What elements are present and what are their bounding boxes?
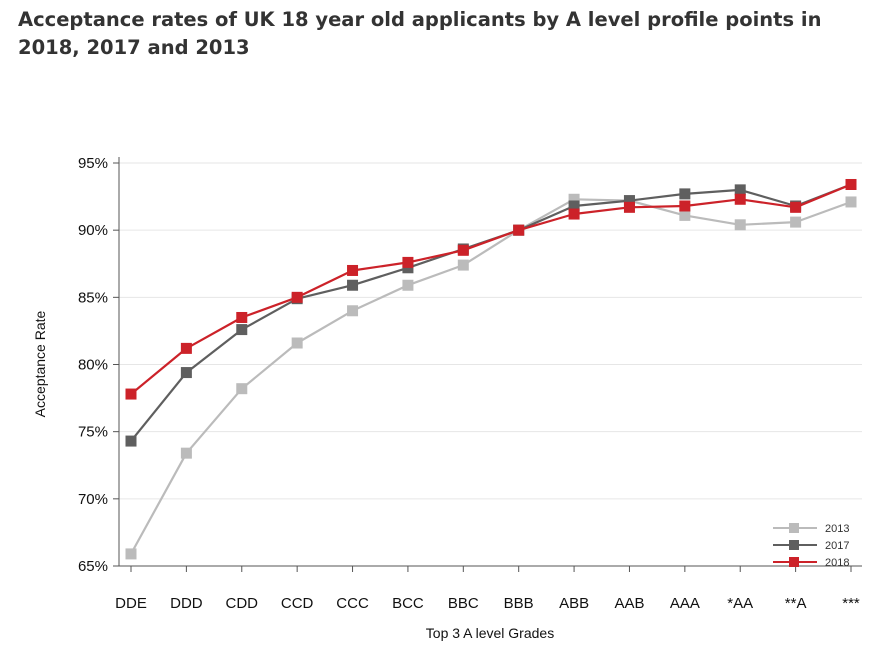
data-point-2018 xyxy=(236,311,248,323)
x-axis-label: Top 3 A level Grades xyxy=(426,625,554,641)
series-line-2018 xyxy=(130,183,852,395)
data-point-2018 xyxy=(568,208,580,220)
data-point-2017 xyxy=(180,367,192,379)
data-point-2013 xyxy=(734,219,746,231)
series-2013 xyxy=(125,193,857,560)
data-point-2013 xyxy=(402,279,414,291)
data-point-2013 xyxy=(790,216,802,228)
x-tick-label: DDD xyxy=(170,595,203,612)
series-line-2013 xyxy=(130,198,852,555)
y-tick-label: 95% xyxy=(78,155,108,172)
data-point-2018 xyxy=(513,224,525,236)
data-point-2017 xyxy=(236,324,248,336)
data-point-2018 xyxy=(734,193,746,205)
data-point-2013 xyxy=(236,383,248,395)
data-point-2018 xyxy=(623,201,635,213)
y-tick-label: 65% xyxy=(78,558,108,575)
x-tick-labels: DDE DDD CDD CCD CCC BCC BBC BBB ABB AAB AAA *AA **A *… xyxy=(115,595,860,612)
x-tick-label: AAA xyxy=(670,595,700,612)
x-tick-label: ABB xyxy=(559,595,589,612)
y-tick-label: 75% xyxy=(78,424,108,441)
legend-marker-2018 xyxy=(789,557,799,567)
x-tick-label: AAB xyxy=(614,595,644,612)
data-point-2013 xyxy=(180,447,192,459)
y-tick-labels: 65% 70% 75% 80% 85% 90% 95% xyxy=(78,155,108,575)
x-tick-label: DDE xyxy=(115,595,147,612)
y-tick-label: 90% xyxy=(78,222,108,239)
y-axis-label: Acceptance Rate xyxy=(32,310,48,417)
legend-label-2017: 2017 xyxy=(825,540,849,552)
data-point-2017 xyxy=(679,188,691,200)
data-point-2013 xyxy=(845,196,857,208)
data-point-2018 xyxy=(402,256,414,268)
legend: 2013 2017 2018 xyxy=(773,523,849,569)
data-point-2018 xyxy=(790,201,802,213)
grid-lines xyxy=(119,162,862,500)
data-point-2013 xyxy=(347,305,359,317)
x-tick-label: CCC xyxy=(336,595,369,612)
data-point-2018 xyxy=(457,244,469,256)
data-point-2018 xyxy=(125,388,137,400)
legend-marker-2017 xyxy=(789,540,799,550)
x-tick-label: BBC xyxy=(448,595,479,612)
data-point-2017 xyxy=(347,279,359,291)
chart-title: Acceptance rates of UK 18 year old appli… xyxy=(18,8,822,59)
data-point-2013 xyxy=(125,548,137,560)
data-point-2018 xyxy=(180,342,192,354)
x-tick-label: BCC xyxy=(392,595,424,612)
y-tick-label: 80% xyxy=(78,357,108,374)
x-tick-label: CDD xyxy=(226,595,259,612)
x-tick-label: *** xyxy=(842,595,860,612)
y-tick-label: 70% xyxy=(78,491,108,508)
data-point-2017 xyxy=(734,184,746,196)
legend-marker-2013 xyxy=(789,523,799,533)
legend-label-2018: 2018 xyxy=(825,557,849,569)
data-point-2013 xyxy=(679,209,691,221)
x-tick-label: CCD xyxy=(281,595,314,612)
data-point-2017 xyxy=(125,435,137,447)
data-point-2013 xyxy=(568,193,580,205)
y-tick-label: 85% xyxy=(78,289,108,306)
data-point-2017 xyxy=(568,200,580,212)
data-series xyxy=(125,178,857,560)
x-tick-label: **A xyxy=(785,595,807,612)
series-2017 xyxy=(125,178,857,447)
data-point-2013 xyxy=(291,337,303,349)
data-point-2018 xyxy=(291,291,303,303)
data-point-2018 xyxy=(845,178,857,190)
series-2018 xyxy=(125,178,857,400)
data-point-2018 xyxy=(679,200,691,212)
axes xyxy=(113,157,862,572)
data-point-2013 xyxy=(457,259,469,271)
data-point-2018 xyxy=(347,264,359,276)
legend-label-2013: 2013 xyxy=(825,523,849,535)
x-tick-label: *AA xyxy=(727,595,753,612)
x-tick-label: BBB xyxy=(504,595,534,612)
data-point-2017 xyxy=(623,195,635,207)
